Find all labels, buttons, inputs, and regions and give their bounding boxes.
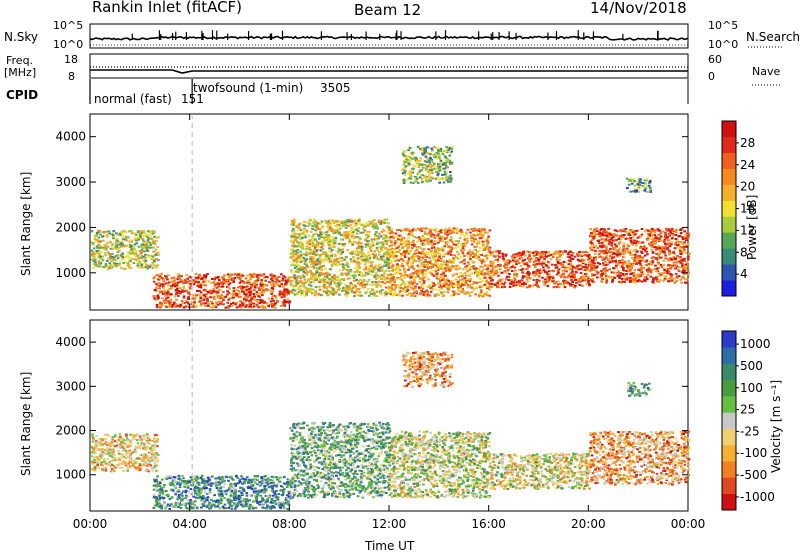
power-echo-region <box>389 227 492 298</box>
power-colorbar-segment <box>722 264 736 281</box>
power-colorbar-tick-label: 8 <box>740 245 748 259</box>
freq-tick-top: 18 <box>64 53 78 66</box>
velocity-colorbar-tick-label: 500 <box>740 359 763 373</box>
velocity-colorbar-frame <box>721 330 737 511</box>
power-colorbar-segment <box>722 200 736 217</box>
velocity-colorbar-segment <box>722 461 736 478</box>
nsky-tick-bottom: 10^0 <box>53 38 84 51</box>
x-axis-title: Time UT <box>365 539 415 553</box>
nsky-label: N.Sky <box>4 30 39 44</box>
beam-title: Beam 12 <box>354 1 422 19</box>
velocity-echo-region <box>289 421 392 499</box>
velocity-ytick-label: 2000 <box>55 424 86 438</box>
power-ytick-label: 2000 <box>55 220 86 234</box>
nave-tick-top: 60 <box>708 53 722 66</box>
velocity-echo-region <box>389 430 492 499</box>
power-echo-region <box>289 218 392 298</box>
power-colorbar-tick-label: 28 <box>740 136 755 150</box>
power-colorbar-segment <box>722 136 736 154</box>
power-ytick-label: 3000 <box>55 175 86 189</box>
power-colorbar-segment <box>722 216 736 233</box>
velocity-colorbar-segment <box>722 428 736 446</box>
velocity-colorbar-segment <box>722 396 736 413</box>
nsky-trace <box>89 35 689 41</box>
velocity-colorbar-segment <box>722 331 736 348</box>
freq-trace <box>90 69 688 74</box>
nsearch-tick-top: 10^5 <box>708 19 739 32</box>
power-colorbar-segment <box>722 152 736 170</box>
velocity-echo-region <box>626 381 652 397</box>
summary-panel-frame <box>89 23 689 49</box>
x-tick-label: 20:00 <box>571 517 606 531</box>
freq-tick-bottom: 8 <box>68 70 75 83</box>
x-tick-label: 16:00 <box>471 517 506 531</box>
freq-label: Freq. <box>6 54 34 67</box>
x-tick-label: 04:00 <box>172 517 207 531</box>
freq-panel-frame <box>89 53 689 79</box>
cpid-program-2-id: 3505 <box>320 81 351 95</box>
velocity-echo-region <box>152 474 292 510</box>
power-colorbar-tick-label: 12 <box>740 223 755 237</box>
power-colorbar-segment <box>722 168 736 185</box>
velocity-echo-region <box>488 452 591 490</box>
velocity-colorbar-segment <box>722 412 736 429</box>
velocity-colorbar-segment <box>722 444 736 462</box>
velocity-ytick-label: 4000 <box>55 335 86 349</box>
power-echo-region <box>625 177 653 193</box>
x-tick-label: 08:00 <box>272 517 307 531</box>
power-colorbar-segment <box>722 184 736 201</box>
velocity-colorbar-segment <box>722 347 736 364</box>
velocity-ytick-label: 1000 <box>55 468 86 482</box>
velocity-colorbar-segment <box>722 493 736 511</box>
power-colorbar-segment <box>722 248 736 265</box>
nave-tick-bottom: 0 <box>708 70 715 83</box>
power-echo-region <box>488 250 591 289</box>
x-tick-label: 00:00 <box>671 517 706 531</box>
velocity-ytick-label: 3000 <box>55 379 86 393</box>
power-colorbar-segment <box>722 280 736 297</box>
power-echo-region <box>401 145 454 184</box>
velocity-colorbar-tick-label: -1000 <box>740 490 775 504</box>
cpid-label: CPID <box>6 88 39 102</box>
power-ytick-label: 1000 <box>55 266 86 280</box>
power-colorbar-tick-label: 24 <box>740 158 755 172</box>
cpid-program-1-name: normal (fast) <box>94 92 172 106</box>
velocity-colorbar-tick-label: 1000 <box>740 337 771 351</box>
velocity-echo-region <box>90 433 160 473</box>
velocity-echo-region <box>588 430 691 486</box>
velocity-colorbar-segment <box>722 477 736 495</box>
power-echo-region <box>152 272 292 309</box>
x-tick-label: 00:00 <box>73 517 108 531</box>
power-colorbar-segment <box>722 232 736 249</box>
power-colorbar-segment <box>722 121 736 138</box>
x-tick-label: 12:00 <box>372 517 407 531</box>
velocity-colorbar-tick-label: -25 <box>740 424 760 438</box>
power-colorbar-tick-label: 4 <box>740 267 748 281</box>
freq-unit-label: [MHz] <box>4 66 37 79</box>
nave-label: Nave <box>752 65 781 78</box>
velocity-colorbar-tick-label: -100 <box>740 446 767 460</box>
power-ytick-label: 4000 <box>55 130 86 144</box>
velocity-echo-region <box>401 351 454 389</box>
power-echo-region <box>90 229 160 271</box>
power-colorbar-tick-label: 16 <box>740 202 755 216</box>
velocity-colorbar-tick-label: 100 <box>740 381 763 395</box>
nsearch-tick-bottom: 10^0 <box>708 38 739 51</box>
cpid-program-2-name: twofsound (1-min) <box>193 81 304 95</box>
nsearch-label: N.Search <box>746 30 800 44</box>
date-title: 14/Nov/2018 <box>590 0 687 17</box>
velocity-colorbar-segment <box>722 379 736 397</box>
velocity-colorbar-tick-label: -500 <box>740 468 767 482</box>
power-colorbar-tick-label: 20 <box>740 180 755 194</box>
power-echo-region <box>588 227 691 284</box>
velocity-colorbar-segment <box>722 363 736 381</box>
station-title: Rankin Inlet (fitACF) <box>92 0 243 16</box>
velocity-colorbar-tick-label: 25 <box>740 403 755 417</box>
nsky-tick-top: 10^5 <box>53 19 84 32</box>
